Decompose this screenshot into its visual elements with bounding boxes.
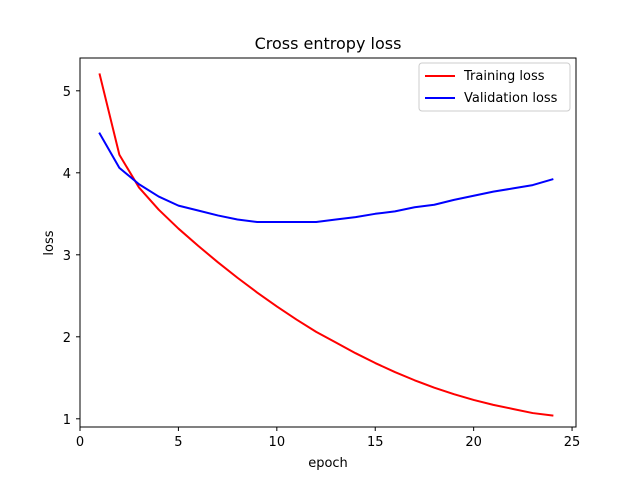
x-tick-label: 0 [76, 435, 84, 450]
legend-label-validation-loss: Validation loss [464, 91, 558, 106]
y-axis-ticks: 1 2 3 4 5 [63, 85, 80, 428]
y-tick-label: 4 [63, 167, 71, 182]
y-tick-label: 3 [63, 249, 71, 264]
x-tick-label: 10 [269, 435, 286, 450]
x-axis-ticks: 0 5 10 15 20 25 [76, 427, 580, 450]
x-tick-label: 20 [465, 435, 482, 450]
y-axis-label: loss [42, 230, 57, 255]
legend-label-training-loss: Training loss [463, 69, 545, 84]
legend: Training loss Validation loss [418, 62, 571, 112]
y-tick-label: 2 [63, 331, 71, 346]
plot-frame [79, 57, 577, 428]
x-tick-label: 15 [367, 435, 384, 450]
y-tick-label: 1 [63, 413, 71, 428]
series-line-training-loss [98, 73, 554, 417]
x-tick-label: 5 [174, 435, 182, 450]
legend-box [418, 62, 571, 112]
chart-title: Cross entropy loss [255, 34, 402, 53]
series-line-validation-loss [98, 132, 554, 223]
x-axis-label: epoch [308, 456, 348, 471]
x-tick-label: 25 [564, 435, 581, 450]
y-tick-label: 5 [63, 85, 71, 100]
series-layer [98, 73, 554, 417]
